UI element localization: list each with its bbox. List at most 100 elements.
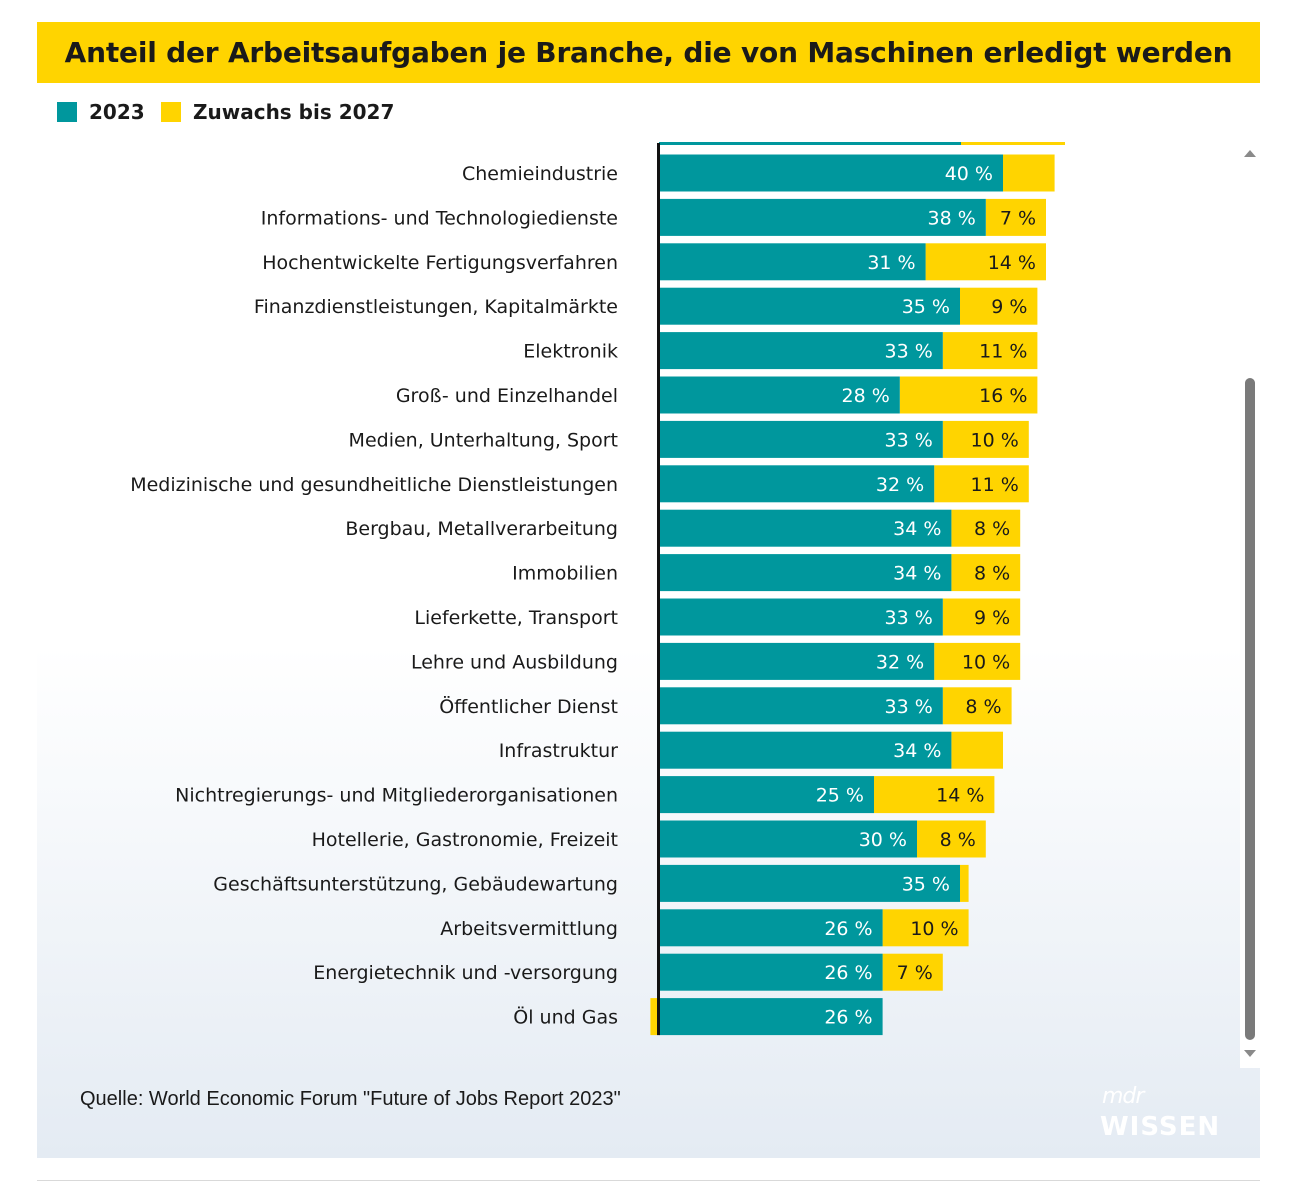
bar-segment-2023 [659, 642, 935, 680]
value-label-2023: 26 % [824, 918, 872, 940]
category-label: Lehre und Ausbildung [411, 651, 618, 673]
y-axis-line [657, 143, 660, 1036]
bar-segment-zuwachs [942, 420, 1029, 458]
value-label-2023: 30 % [859, 829, 907, 851]
bar-segment-2023 [659, 598, 943, 636]
scroll-up-arrow-icon[interactable] [1244, 150, 1256, 157]
value-label-2023: 35 % [902, 296, 950, 318]
value-label-zuwachs: 9 % [991, 296, 1027, 318]
value-label-zuwachs: 8 % [974, 563, 1010, 585]
category-label: Energietechnik und -versorgung [313, 962, 618, 984]
bar-segment-2023 [659, 554, 952, 592]
value-label-zuwachs: 8 % [974, 518, 1010, 540]
bar-segment-2023 [659, 376, 900, 414]
bar-segment-zuwachs [951, 731, 1003, 769]
category-label: Immobilien [512, 563, 618, 585]
category-label: Chemieindustrie [462, 163, 618, 185]
bar-segment-2023 [659, 198, 986, 236]
bar-segment-zuwachs [917, 820, 986, 858]
value-label-zuwachs: 11 % [979, 341, 1027, 363]
value-label-zuwachs: 10 % [962, 651, 1010, 673]
bar-segment-zuwachs [960, 287, 1038, 325]
value-label-zuwachs: 7 % [897, 962, 933, 984]
value-label-zuwachs: 14 % [988, 252, 1036, 274]
bar-segment-zuwachs [942, 598, 1021, 636]
category-label: Lieferkette, Transport [414, 607, 618, 629]
logo-wissen: WISSEN [1100, 1112, 1221, 1142]
bar-segment-2023 [659, 687, 943, 725]
category-label: Finanzdienstleistungen, Kapitalmärkte [254, 296, 618, 318]
bar-segment-zuwachs [934, 642, 1021, 680]
divider [37, 1180, 1260, 1181]
value-label-zuwachs: 10 % [910, 918, 958, 940]
bar-segment-zuwachs [882, 909, 969, 947]
bar-segment-zuwachs [951, 554, 1021, 592]
value-label-2023: 38 % [928, 207, 976, 229]
legend-label-zuwachs: Zuwachs bis 2027 [193, 100, 395, 124]
category-label: Öffentlicher Dienst [439, 695, 618, 718]
value-label-2023: 32 % [876, 474, 924, 496]
value-label-2023: 28 % [842, 385, 890, 407]
value-label-2023: 35 % [902, 873, 950, 895]
value-label-zuwachs: 14 % [936, 785, 984, 807]
category-label: Öl und Gas [513, 1006, 618, 1029]
bar-segment-2023 [659, 998, 883, 1036]
logo-mdr: mdr [1102, 1084, 1144, 1109]
bar-segment-2023 [659, 465, 935, 503]
scroll-down-arrow-icon[interactable] [1244, 1050, 1256, 1057]
bar-segment-zuwachs [942, 687, 1012, 725]
bar-segment-2023 [659, 731, 952, 769]
value-label-2023: 31 % [867, 252, 915, 274]
value-label-2023: 34 % [893, 740, 941, 762]
value-label-zuwachs: 8 % [965, 696, 1001, 718]
value-label-2023: 33 % [885, 696, 933, 718]
chart-card: Anteil der Arbeitsaufgaben je Branche, d… [37, 22, 1260, 1158]
legend-item-zuwachs: Zuwachs bis 2027 [161, 100, 394, 124]
chart-title: Anteil der Arbeitsaufgaben je Branche, d… [64, 36, 1233, 69]
bar-segment-2023 [659, 820, 917, 858]
bar-segment-zuwachs [985, 198, 1046, 236]
value-label-2023: 25 % [816, 785, 864, 807]
source-note: Quelle: World Economic Forum "Future of … [80, 1088, 621, 1110]
bar-segment-zuwachs [960, 864, 969, 902]
bar-segment-2023 [659, 332, 943, 370]
value-label-zuwachs: 10 % [971, 429, 1019, 451]
bar-segment-2023 [659, 154, 1003, 192]
value-label-2023: 32 % [876, 651, 924, 673]
value-label-zuwachs: 11 % [971, 474, 1019, 496]
value-label-2023: 34 % [893, 563, 941, 585]
value-label-zuwachs: 9 % [974, 607, 1010, 629]
mdr-wissen-logo: mdr WISSEN [1100, 1086, 1220, 1146]
bar-segment-zuwachs [899, 376, 1038, 414]
category-label: Nichtregierungs- und Mitgliederorganisat… [175, 785, 618, 807]
category-label: Groß- und Einzelhandel [396, 385, 618, 407]
value-label-2023: 33 % [885, 607, 933, 629]
value-label-2023: 40 % [945, 163, 993, 185]
bar-segment-2023 [659, 420, 943, 458]
bar-segment-zuwachs [925, 243, 1046, 281]
value-label-2023: 33 % [885, 341, 933, 363]
category-label: Medien, Unterhaltung, Sport [349, 429, 618, 451]
bar-segment-zuwachs [942, 332, 1038, 370]
value-label-2023: 26 % [824, 1007, 872, 1029]
category-label: Hotellerie, Gastronomie, Freizeit [312, 829, 618, 851]
scrollbar-thumb[interactable] [1245, 378, 1255, 1040]
bar-segment-2023 [659, 909, 883, 947]
bar-segment-zuwachs [882, 953, 943, 991]
bar-segment-2023 [659, 953, 883, 991]
bar-segment-zuwachs [874, 776, 995, 814]
category-label: Arbeitsvermittlung [440, 918, 618, 940]
bar-clipped-teal [659, 142, 961, 145]
category-label: Elektronik [523, 341, 618, 363]
value-label-zuwachs: 7 % [1000, 207, 1036, 229]
bar-segment-2023 [659, 287, 960, 325]
value-label-2023: 34 % [893, 518, 941, 540]
legend-label-2023: 2023 [89, 100, 145, 124]
category-label: Bergbau, Metallverarbeitung [345, 518, 618, 540]
bar-segment-2023 [659, 776, 874, 814]
title-bar: Anteil der Arbeitsaufgaben je Branche, d… [37, 22, 1260, 83]
bar-segment-2023 [659, 509, 952, 547]
legend-swatch-yellow [161, 102, 181, 122]
category-label: Infrastruktur [499, 740, 618, 762]
